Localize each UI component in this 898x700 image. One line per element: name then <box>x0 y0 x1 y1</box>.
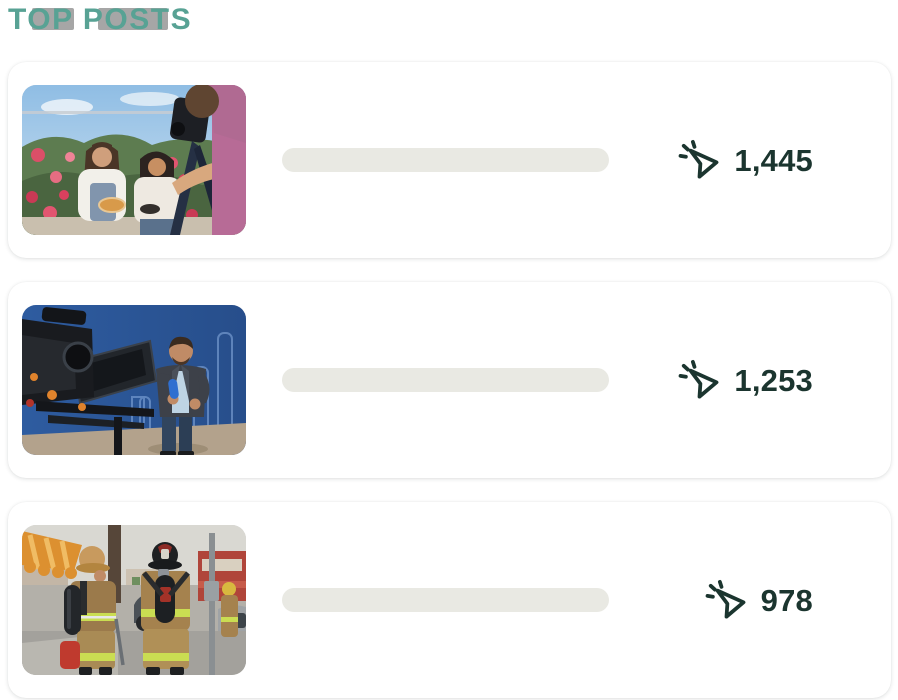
post-card[interactable]: 1,253 <box>8 282 891 478</box>
post-thumbnail <box>22 85 246 235</box>
post-thumbnail <box>22 525 246 675</box>
post-card[interactable]: 1,445 <box>8 62 891 258</box>
clicks-metric: 1,445 <box>678 139 813 182</box>
clicks-count: 1,253 <box>734 362 813 398</box>
clicks-metric: 978 <box>705 579 813 622</box>
skeleton-text-bar <box>282 368 609 392</box>
page-title-text: TOP POSTS <box>8 3 193 36</box>
skeleton-text-bar <box>282 148 609 172</box>
heading-ghost-bar <box>32 8 74 30</box>
post-photo-illustration <box>22 305 246 455</box>
post-photo-illustration <box>22 85 246 235</box>
clicks-metric: 1,253 <box>678 359 813 402</box>
page-title: TOP POSTS <box>8 3 192 37</box>
cursor-click-icon <box>679 139 719 179</box>
cursor-click-icon <box>679 359 719 399</box>
post-card[interactable]: 978 <box>8 502 891 698</box>
skeleton-text-bar <box>282 588 609 612</box>
post-photo-illustration <box>22 525 246 675</box>
heading-ghost-bar <box>98 8 168 30</box>
clicks-count: 1,445 <box>734 142 813 178</box>
post-thumbnail <box>22 305 246 455</box>
cursor-click-icon <box>705 579 746 619</box>
clicks-count: 978 <box>760 582 813 618</box>
top-posts-list: 1,445 <box>8 62 891 698</box>
